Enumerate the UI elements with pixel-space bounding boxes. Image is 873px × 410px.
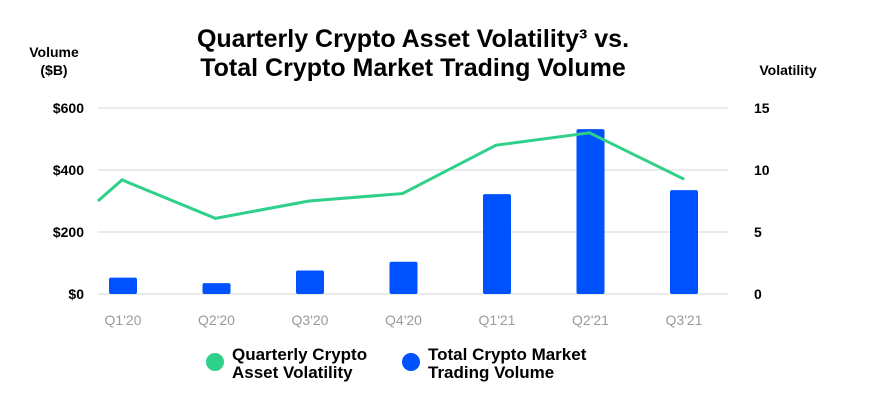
volatility-point-Q1'20 xyxy=(120,178,124,182)
legend-label-volatility-line-2: Asset Volatility xyxy=(232,363,353,382)
volatility-point-Q2'21 xyxy=(588,131,591,135)
right-tick-label: 10 xyxy=(754,162,770,178)
bar-Q3'20 xyxy=(296,270,324,294)
x-tick-label: Q3'20 xyxy=(292,312,329,328)
bar-Q2'20 xyxy=(202,283,231,294)
volatility-point-Q4'20 xyxy=(401,192,404,196)
x-axis-ticks: Q1'20 Q2'20 Q3'20 Q4'20 Q1'21 Q2'21 Q3'21 xyxy=(105,312,703,328)
left-axis-title-line-2: ($B) xyxy=(40,62,67,78)
legend-swatch-volatility xyxy=(206,353,224,371)
bar-Q4'20 xyxy=(389,261,418,294)
trading-volume-bars xyxy=(109,129,698,294)
x-tick-label: Q1'21 xyxy=(479,312,516,328)
bar-Q1'20 xyxy=(109,277,137,294)
left-axis-title-line-1: Volume xyxy=(29,44,79,60)
x-tick-label: Q2'21 xyxy=(572,312,609,328)
left-tick-label: $600 xyxy=(53,100,84,116)
x-tick-label: Q3'21 xyxy=(666,312,703,328)
right-axis-title: Volatility xyxy=(759,62,817,78)
volatility-point-Q2'20 xyxy=(214,216,217,220)
legend-label-trading-volume-line-1: Total Crypto Market xyxy=(428,345,587,364)
right-tick-label: 0 xyxy=(754,286,762,302)
bar-Q2'21 xyxy=(576,129,605,294)
x-tick-label: Q1'20 xyxy=(105,312,142,328)
x-tick-label: Q2'20 xyxy=(198,312,235,328)
left-tick-label: $0 xyxy=(68,286,84,302)
legend-swatch-trading-volume xyxy=(402,353,420,371)
legend-label-volatility-line-1: Quarterly Crypto xyxy=(232,345,367,364)
left-tick-label: $200 xyxy=(53,224,84,240)
left-tick-label: $400 xyxy=(53,162,84,178)
legend-label-trading-volume-line-2: Trading Volume xyxy=(428,363,554,382)
legend-item-volatility: Quarterly Crypto Asset Volatility xyxy=(206,345,367,382)
right-tick-label: 15 xyxy=(754,100,770,116)
bar-Q3'21 xyxy=(670,190,698,294)
bar-Q1'21 xyxy=(483,194,511,294)
volatility-point-Q1'21 xyxy=(494,143,498,147)
chart-title-line-1: Quarterly Crypto Asset Volatility³ vs. xyxy=(197,25,629,53)
left-axis-ticks: $0 $200 $400 $600 xyxy=(53,100,84,302)
chart-title: Quarterly Crypto Asset Volatility³ vs. T… xyxy=(197,25,629,82)
volatility-point-Q3'20 xyxy=(307,199,311,203)
volatility-line xyxy=(97,131,684,220)
volatility-point-Q3'21 xyxy=(681,177,685,181)
x-tick-label: Q4'20 xyxy=(385,312,422,328)
left-axis-title: Volume ($B) xyxy=(29,44,79,78)
legend: Quarterly Crypto Asset Volatility Total … xyxy=(206,345,587,382)
right-tick-label: 5 xyxy=(754,224,762,240)
chart-title-line-2: Total Crypto Market Trading Volume xyxy=(200,54,626,82)
legend-item-trading-volume: Total Crypto Market Trading Volume xyxy=(402,345,587,382)
right-axis-ticks: 0 5 10 15 xyxy=(754,100,770,302)
volatility-line-series xyxy=(97,131,685,220)
